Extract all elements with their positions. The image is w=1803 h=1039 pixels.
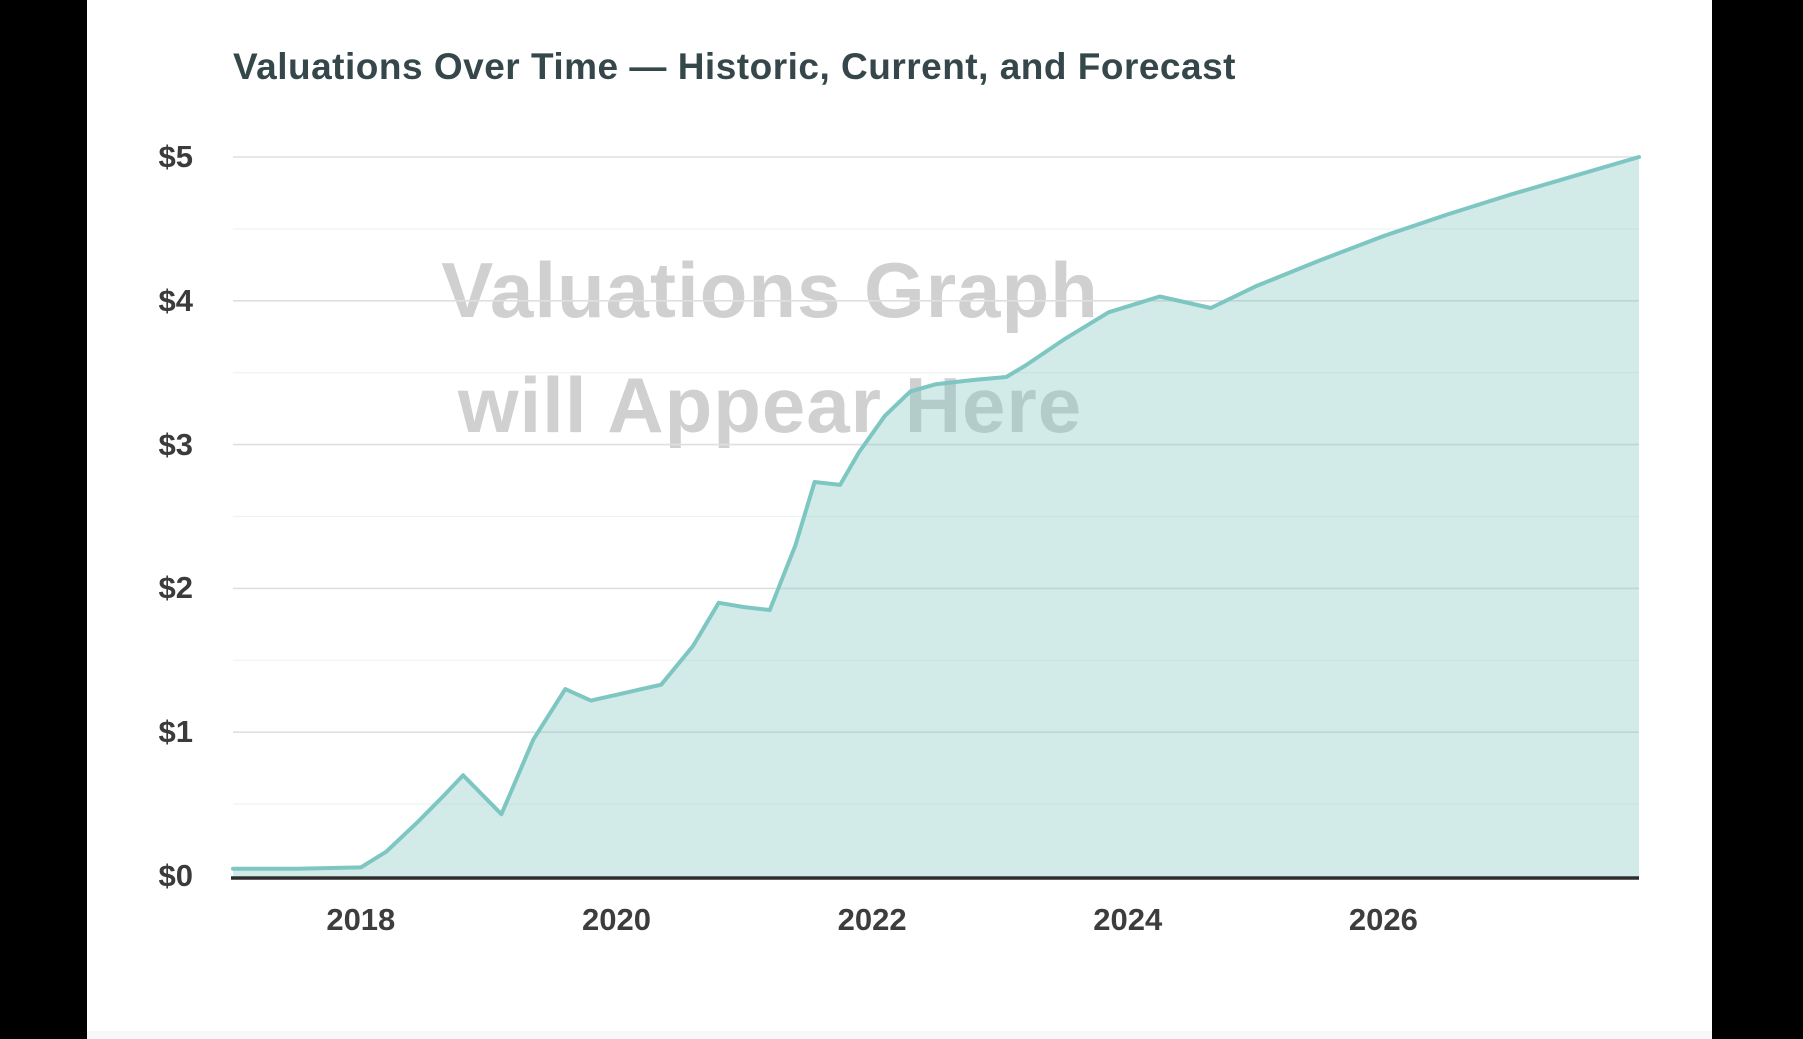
y-tick-label: $1 [158,714,193,750]
watermark-line-2: will Appear Here [457,361,1083,449]
y-tick-label: $2 [158,570,193,606]
x-tick-label: 2026 [1348,902,1418,937]
y-tick-label: $3 [158,426,193,462]
chart-title: Valuations Over Time — Historic, Current… [233,46,1236,87]
x-tick-label: 2018 [326,902,396,937]
x-tick-label: 2020 [581,902,651,937]
x-tick-label: 2022 [837,902,907,937]
x-tick-label: 2024 [1093,902,1163,937]
y-tick-label: $5 [158,139,193,174]
valuation-line [231,155,1641,871]
bottom-strip [87,1031,1712,1039]
y-tick-label: $0 [158,858,193,893]
valuation-area-fill [233,157,1639,876]
y-tick-label: $4 [158,282,193,318]
watermark-line-1: Valuations Graph [441,246,1099,334]
right-black-bar [1712,0,1803,1039]
watermark: Valuations Graph will Appear Here [390,233,1150,463]
left-black-bar [0,0,87,1039]
